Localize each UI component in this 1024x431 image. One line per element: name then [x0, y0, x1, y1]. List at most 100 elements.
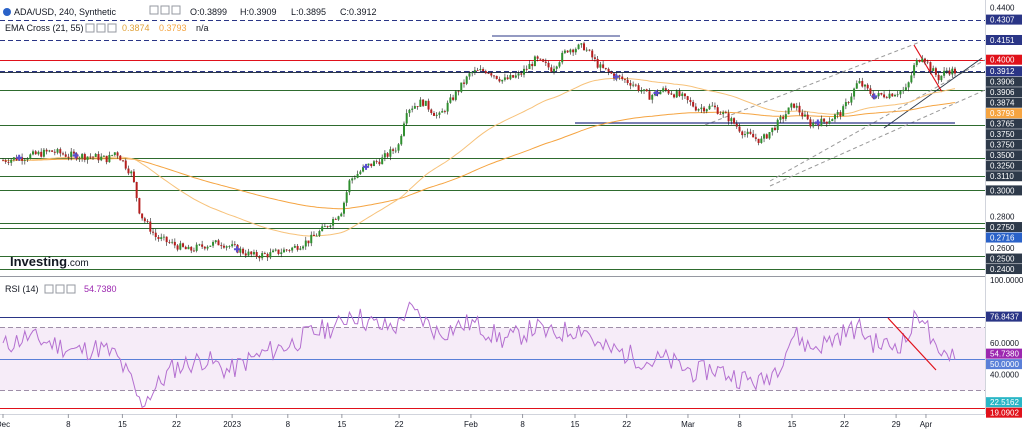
candle-body: [893, 95, 896, 97]
rsi-band: [0, 327, 985, 391]
candle-body: [184, 246, 187, 250]
more-icon[interactable]: [171, 5, 181, 15]
candle-body: [307, 240, 310, 244]
candle-body: [763, 134, 766, 139]
x-tick-label: 8: [737, 420, 742, 429]
eye-icon[interactable]: [44, 284, 54, 294]
candle-body: [231, 244, 234, 247]
rsi-axis-label-bg: [986, 311, 1022, 322]
candle-body: [730, 118, 733, 122]
price-axis-label: 0.3874: [990, 99, 1015, 108]
candle-body: [533, 56, 536, 67]
price-axis-label-bg: [986, 76, 1022, 87]
candle-body: [146, 221, 149, 223]
ema-fast-line: [2, 77, 956, 237]
settings-icon[interactable]: [55, 284, 65, 294]
settings-icon[interactable]: [96, 23, 106, 33]
main-price-pane: [0, 20, 986, 270]
settings-icon[interactable]: [160, 5, 170, 15]
candle-body: [15, 157, 18, 161]
downtrend-line-red: [913, 44, 943, 93]
price-scale[interactable]: 0.4400 0.4307 0.4151 0.4000 0.3912 0.39060.39…: [986, 3, 1022, 275]
price-axis-label-bg: [986, 108, 1022, 119]
candle-body: [809, 119, 812, 127]
candle-body: [446, 102, 449, 112]
candle-body: [45, 149, 48, 152]
rsi-axis-label: 60.0000: [990, 339, 1019, 348]
candle-body: [795, 105, 798, 108]
candle-body: [858, 80, 861, 84]
ema-fast-value: 0.3874: [122, 23, 150, 33]
rsi-legend-controls[interactable]: [44, 284, 76, 294]
candle-body: [108, 154, 111, 163]
candle-body: [315, 235, 318, 237]
price-axis-label: 0.3750: [990, 130, 1015, 139]
candle-body: [97, 153, 100, 161]
rsi-axis-label: 76.8437: [990, 313, 1019, 322]
candle-body: [2, 160, 4, 162]
candle-body: [272, 250, 275, 253]
price-axis-label-bg: [986, 97, 1022, 108]
candle-body: [111, 154, 114, 156]
eye-icon[interactable]: [85, 23, 95, 33]
rsi-line: [2, 301, 956, 409]
price-axis-label-bg: [986, 150, 1022, 161]
price-axis-label: 0.2716: [990, 234, 1015, 243]
candle-body: [520, 73, 523, 75]
price-axis-label-bg: [986, 118, 1022, 129]
candle-body: [53, 151, 56, 153]
candle-body: [220, 245, 223, 247]
candle-body: [389, 149, 392, 157]
candle-body: [484, 71, 487, 74]
candle-body: [891, 93, 894, 97]
price-axis-label: 0.3250: [990, 162, 1015, 171]
legend-controls[interactable]: [149, 5, 181, 15]
candle-body: [689, 100, 692, 102]
candle-body: [757, 138, 760, 143]
candle-body: [168, 242, 171, 243]
price-axis-label: 0.3110: [990, 172, 1014, 181]
candle-body: [724, 112, 727, 114]
close-icon[interactable]: [107, 23, 117, 33]
price-axis-label-bg: [986, 253, 1022, 264]
candle-body: [626, 79, 629, 84]
close-icon[interactable]: [66, 284, 76, 294]
eye-icon[interactable]: [149, 5, 159, 15]
candle-body: [596, 58, 599, 68]
ema-legend-controls[interactable]: [85, 23, 117, 33]
channel-upper-dashed: [769, 59, 986, 182]
candle-body: [419, 99, 422, 107]
candle-body: [593, 57, 596, 59]
candle-body: [408, 109, 411, 114]
candle-body: [225, 246, 228, 248]
rsi-axis-label-bg: [986, 348, 1022, 359]
candle-body: [261, 253, 264, 259]
candle-body: [179, 243, 182, 250]
candle-body: [509, 75, 512, 80]
candle-body: [7, 161, 10, 163]
candle-body: [302, 246, 305, 249]
candle-body: [765, 134, 768, 139]
candle-body: [910, 75, 913, 83]
candle-body: [531, 63, 534, 67]
candle-body: [370, 163, 373, 167]
candle-body: [683, 93, 686, 97]
candle-body: [356, 174, 359, 178]
candle-body: [247, 251, 250, 256]
ema-slow-line: [3, 102, 956, 210]
candle-body: [954, 68, 956, 74]
candle-body: [296, 245, 299, 250]
candle-body: [574, 49, 577, 53]
candle-body: [378, 161, 381, 165]
candle-body: [89, 156, 92, 158]
candle-body: [604, 67, 607, 69]
candle-body: [29, 154, 32, 159]
x-tick-label: 15: [571, 420, 580, 429]
cross-marker: [363, 163, 370, 170]
candle-body: [902, 89, 905, 92]
cross-markers: [16, 73, 878, 253]
candle-body: [443, 111, 446, 112]
candle-body: [610, 71, 613, 74]
